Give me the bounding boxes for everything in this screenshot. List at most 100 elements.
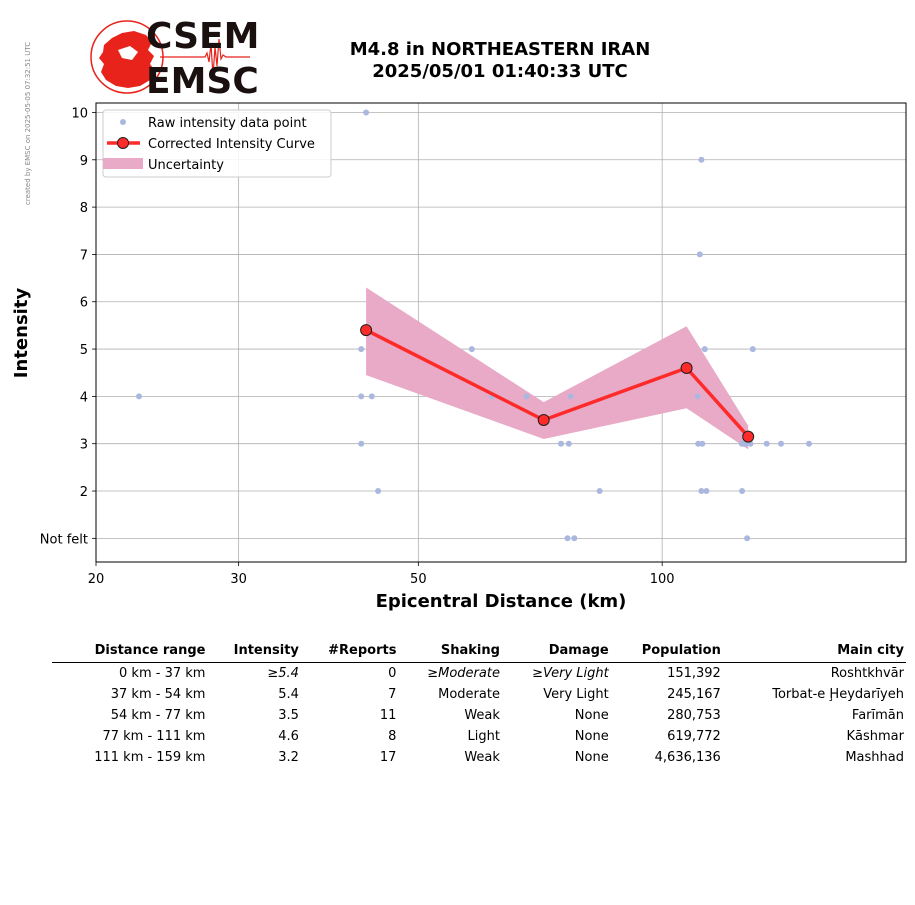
raw-intensity-point (358, 440, 365, 447)
y-tick-label: 5 (80, 343, 88, 358)
cell-population: 245,167 (667, 687, 721, 702)
raw-intensity-point (358, 346, 365, 353)
cell-range: 37 km - 54 km (110, 687, 206, 702)
raw-intensity-point (699, 440, 706, 447)
y-tick-label: 3 (80, 438, 88, 453)
summary-header-row: Distance range Intensity #Reports Shakin… (52, 640, 906, 663)
emsc-logo: CSEM EMSC (90, 16, 259, 102)
header-main-city: Main city (722, 640, 906, 663)
legend-raw-label: Raw intensity data point (148, 116, 307, 131)
table-row: 111 km - 159 km 3.2 17 Weak None 4,636,1… (52, 747, 906, 768)
logo-csem-text: CSEM (146, 16, 259, 57)
cell-intensity: 3.2 (278, 750, 299, 765)
intensity-chart: created by EMSC on 2025-05-05 07:32:51 U… (11, 16, 907, 612)
summary-table: Distance range Intensity #Reports Shakin… (52, 640, 906, 768)
raw-intensity-point (564, 535, 571, 542)
cell-range: 54 km - 77 km (110, 708, 206, 723)
cell-population: 280,753 (667, 708, 721, 723)
legend: Raw intensity data point Corrected Inten… (102, 109, 332, 178)
x-tick-label: 20 (88, 572, 105, 587)
cell-population: 619,772 (667, 729, 721, 744)
raw-intensity-point (695, 440, 702, 447)
raw-intensity-point (744, 535, 751, 542)
table-row: 0 km - 37 km ≥5.4 0 ≥Moderate ≥Very Ligh… (52, 663, 906, 685)
cell-reports: 11 (379, 708, 397, 723)
cell-damage: None (574, 729, 609, 744)
y-tick-label: 6 (80, 296, 88, 311)
cell-shaking: ≥Moderate (427, 666, 500, 681)
cell-damage: None (574, 708, 609, 723)
corrected-intensity-curve (365, 328, 750, 438)
cell-city: Mashhad (845, 750, 904, 765)
raw-intensity-point (696, 251, 703, 258)
table-row: 37 km - 54 km 5.4 7 Moderate Very Light … (52, 684, 906, 705)
raw-intensity-point (698, 488, 705, 494)
cell-intensity: ≥5.4 (267, 666, 299, 681)
raw-intensity-point (368, 393, 375, 400)
legend-raw-marker (120, 119, 126, 125)
cell-shaking: Moderate (438, 687, 500, 702)
raw-intensity-point (358, 393, 365, 400)
y-tick-label: 8 (80, 201, 88, 216)
x-axis-label: Epicentral Distance (km) (376, 591, 627, 612)
raw-intensity-point (136, 393, 142, 400)
cell-damage: Very Light (543, 687, 609, 702)
logo-emsc-text: EMSC (146, 61, 259, 102)
legend-curve-marker (117, 137, 129, 149)
legend-box (102, 109, 332, 178)
raw-intensity-point (698, 156, 705, 163)
cell-shaking: Light (467, 729, 500, 744)
y-tick-label: 4 (80, 390, 88, 405)
cell-damage: None (574, 750, 609, 765)
legend-uncertainty-label: Uncertainty (148, 158, 224, 173)
x-tick-label: 100 (650, 572, 675, 587)
curve-point (537, 414, 550, 426)
header-damage: Damage (501, 640, 611, 663)
raw-intensity-point (596, 488, 603, 494)
curve-point (360, 324, 373, 337)
y-axis-label: Intensity (11, 288, 32, 379)
cell-city: Roshtkhvār (830, 666, 904, 681)
raw-intensity-point (778, 440, 784, 447)
raw-intensity-point (703, 488, 710, 494)
cell-shaking: Weak (464, 708, 500, 723)
raw-intensity-point (363, 109, 370, 116)
raw-points-layer (136, 109, 812, 542)
x-tick-label: 30 (230, 572, 247, 587)
logo-map-lake (118, 46, 138, 60)
logo-map-shape (99, 31, 156, 88)
cell-reports: 17 (379, 750, 397, 765)
y-tick-label: 9 (80, 154, 88, 169)
cell-population: 151,392 (667, 666, 721, 681)
curve-point (742, 430, 755, 443)
raw-intensity-point (763, 440, 770, 447)
y-tick-label: 7 (80, 248, 88, 263)
header-shaking: Shaking (398, 640, 502, 663)
raw-intensity-point (701, 346, 708, 353)
cell-reports: 8 (388, 729, 397, 744)
cell-reports: 7 (388, 687, 397, 702)
raw-intensity-point (571, 535, 578, 542)
chart-title-line1: M4.8 in NORTHEASTERN IRAN (350, 39, 651, 60)
grid (95, 103, 906, 562)
cell-shaking: Weak (464, 750, 500, 765)
cell-intensity: 4.6 (278, 729, 299, 744)
raw-intensity-point (558, 440, 564, 447)
legend-curve-label: Corrected Intensity Curve (148, 137, 315, 152)
plot-frame (95, 102, 907, 563)
creation-stamp: created by EMSC on 2025-05-05 07:32:51 U… (24, 42, 32, 205)
table-row: 77 km - 111 km 4.6 8 Light None 619,772 … (52, 726, 906, 747)
chart-title-line2: 2025/05/01 01:40:33 UTC (372, 61, 628, 82)
raw-intensity-point (749, 346, 756, 353)
legend-uncertainty-swatch (103, 158, 143, 169)
x-axis-ticks: 20 30 50 100 (88, 562, 675, 587)
y-axis-ticks: Not felt 2 3 4 5 6 7 8 9 10 (40, 106, 96, 547)
cell-intensity: 3.5 (278, 708, 299, 723)
curve-point (680, 362, 693, 374)
raw-intensity-point (694, 393, 701, 400)
curve-layer (360, 324, 755, 443)
y-tick-label: Not felt (40, 532, 88, 547)
header-intensity: Intensity (207, 640, 301, 663)
cell-range: 0 km - 37 km (119, 666, 206, 681)
cell-city: Farīmān (851, 708, 904, 723)
